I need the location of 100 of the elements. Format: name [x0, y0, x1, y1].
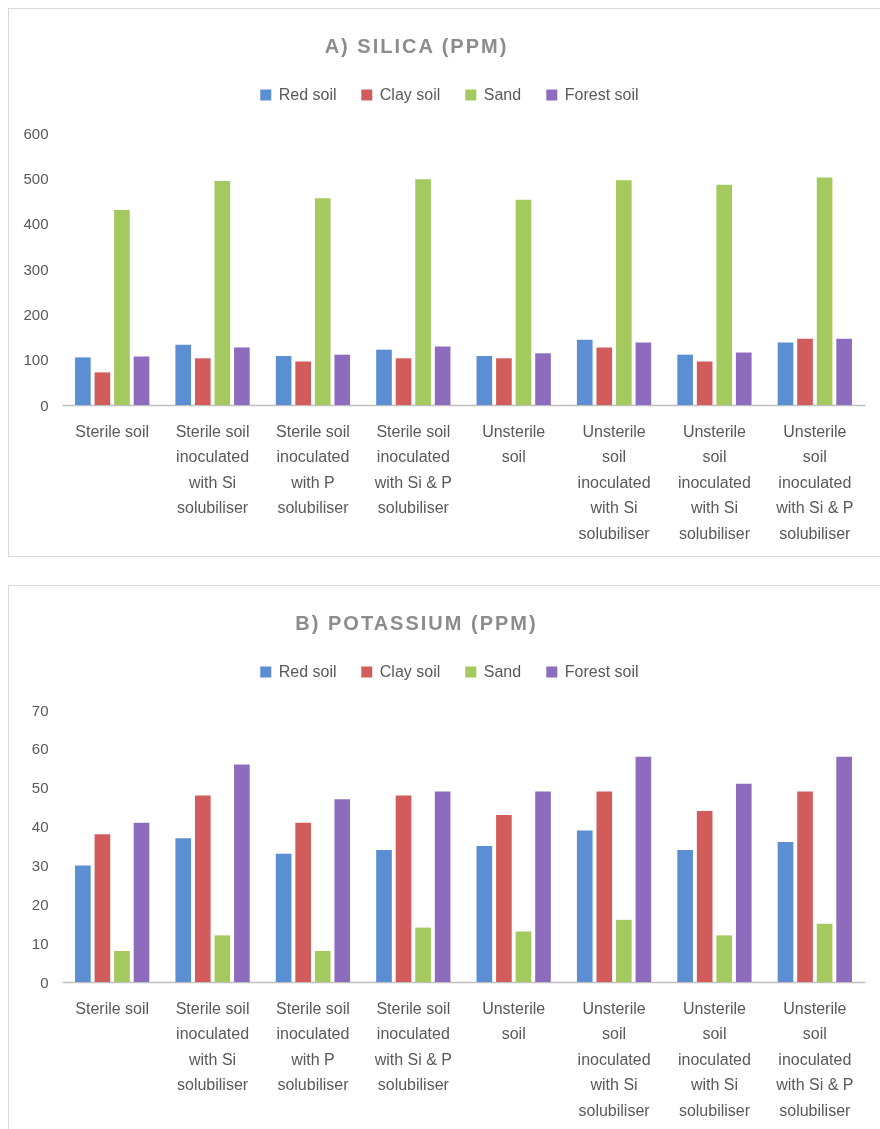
x-tick-label: Unsterile soil inoculated with Si & P solubiliser	[775, 999, 854, 1119]
x-tick-label: Sterile soil	[75, 422, 150, 440]
bar	[295, 361, 311, 405]
bar	[616, 919, 632, 982]
bar	[94, 834, 111, 982]
bar	[576, 339, 593, 405]
bar	[816, 177, 833, 405]
bar	[797, 338, 813, 405]
bar	[194, 358, 211, 405]
y-tick-label: 500	[23, 169, 49, 187]
bar	[735, 352, 752, 405]
bar	[696, 811, 713, 982]
bar	[376, 349, 392, 405]
bar	[114, 210, 130, 405]
x-tick-label: Unsterile soil	[482, 422, 546, 465]
y-tick-label: 300	[23, 260, 49, 278]
bar	[133, 356, 150, 405]
x-tick-label: Sterile soil inoculated with Si & P solubiliser	[373, 999, 452, 1093]
legend-label: Forest soil	[564, 663, 639, 680]
bar	[836, 338, 852, 405]
bar	[275, 356, 292, 405]
bar	[496, 358, 512, 405]
bar	[836, 756, 852, 982]
y-tick-label: 70	[31, 701, 49, 719]
bar	[334, 799, 351, 982]
x-tick-label: Sterile soil inoculated with Si solubiliser	[175, 999, 250, 1093]
bar	[635, 342, 652, 405]
bar	[816, 923, 833, 982]
bar	[314, 950, 331, 982]
bar	[677, 354, 693, 405]
bar	[194, 795, 211, 982]
legend-label: Red soil	[278, 663, 337, 680]
bar	[175, 344, 192, 405]
y-tick-label: 200	[23, 305, 49, 323]
x-tick-label: Sterile soil inoculated with P solubiliser	[276, 999, 350, 1093]
bar	[395, 795, 412, 982]
bar	[275, 853, 292, 982]
chart-title: B) POTASSIUM (PPM)	[295, 612, 538, 634]
bar	[133, 822, 150, 982]
bar	[376, 849, 392, 982]
bar	[716, 935, 733, 982]
y-tick-label: 100	[23, 351, 49, 369]
bar	[777, 842, 794, 982]
legend-label: Red soil	[278, 86, 337, 103]
x-tick-label: Sterile soil inoculated with P solubiliser	[276, 422, 350, 516]
bar	[234, 764, 250, 982]
y-tick-label: 10	[31, 934, 49, 952]
bar	[334, 354, 351, 405]
x-tick-label: Unsterile soil inoculated with Si solubiliser	[677, 422, 751, 542]
bar	[616, 180, 632, 405]
x-tick-label: Unsterile soil inoculated with Si solubiliser	[677, 999, 751, 1119]
bar	[214, 935, 231, 982]
legend-label: Clay soil	[379, 86, 441, 103]
legend-label: Clay soil	[379, 663, 441, 680]
bar	[434, 791, 451, 982]
y-tick-label: 60	[31, 740, 49, 758]
x-tick-label: Sterile soil inoculated with Si solubiliser	[175, 422, 250, 516]
bar	[94, 372, 111, 405]
bar	[596, 347, 613, 405]
bar	[515, 931, 532, 982]
y-tick-label: 50	[31, 779, 49, 797]
bar	[415, 927, 431, 982]
bar	[395, 358, 412, 405]
bar	[596, 791, 613, 982]
bar	[234, 347, 250, 405]
chart-title: A) SILICA (PPM)	[324, 35, 509, 57]
bar	[716, 184, 733, 405]
bar	[696, 361, 713, 405]
bar	[214, 181, 231, 405]
x-tick-label: Sterile soil	[75, 999, 150, 1017]
bar	[576, 830, 593, 982]
x-tick-label: Unsterile soil	[482, 999, 546, 1042]
y-tick-label: 400	[23, 215, 49, 233]
bar	[295, 822, 311, 982]
x-tick-label: Unsterile soil inoculated with Si & P solubiliser	[775, 422, 854, 542]
legend-label: Sand	[483, 86, 522, 103]
y-tick-label: 20	[31, 895, 49, 913]
bar	[797, 791, 813, 982]
bar	[635, 756, 652, 982]
y-tick-label: 30	[31, 856, 49, 874]
bar	[75, 357, 91, 405]
y-tick-label: 0	[40, 973, 49, 991]
bar	[535, 791, 551, 982]
bar	[677, 849, 693, 982]
bar	[434, 346, 451, 405]
x-tick-label: Unsterile soil inoculated with Si solubiliser	[577, 999, 651, 1119]
y-tick-label: 40	[31, 818, 49, 836]
y-tick-label: 600	[23, 124, 49, 142]
legend-label: Forest soil	[564, 86, 639, 103]
bar	[535, 353, 551, 405]
bar	[735, 783, 752, 982]
bar	[476, 846, 493, 982]
bar	[476, 356, 493, 405]
legend-label: Sand	[483, 663, 522, 680]
bar	[75, 865, 91, 982]
x-tick-label: Sterile soil inoculated with Si & P solubiliser	[373, 422, 452, 516]
bar	[114, 950, 130, 982]
y-tick-label: 0	[40, 396, 49, 414]
bar	[314, 198, 331, 405]
bar	[175, 838, 192, 982]
